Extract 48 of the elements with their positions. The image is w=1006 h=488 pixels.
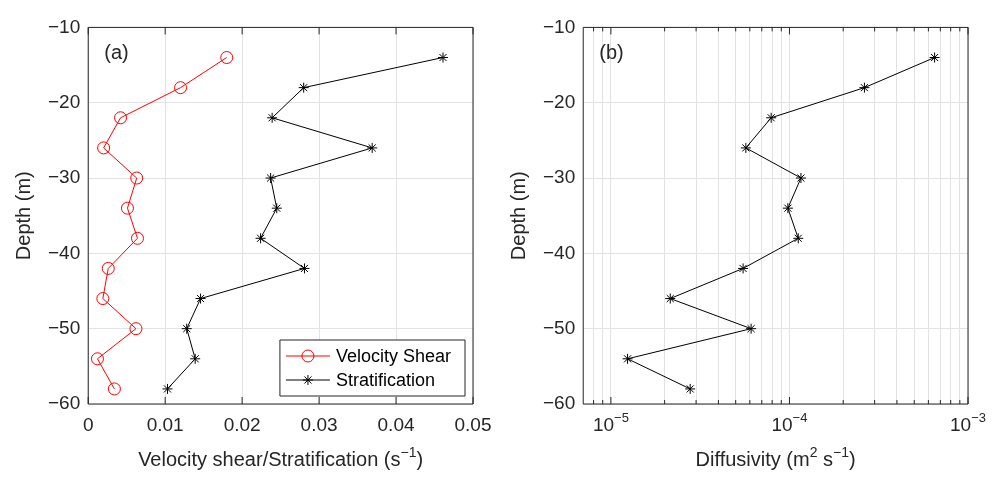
point — [161, 383, 173, 395]
point — [220, 51, 234, 65]
annotation: (b) — [599, 40, 624, 63]
annotation: (a) — [104, 40, 129, 63]
point — [195, 293, 207, 305]
legend-label: Velocity Shear — [335, 345, 452, 366]
point — [174, 81, 188, 95]
y-tick-label: −40 — [543, 241, 576, 263]
y-tick-label: −40 — [48, 241, 81, 263]
x-tick-label: 0.05 — [454, 414, 492, 435]
y-tick-label: −60 — [48, 392, 81, 414]
x-tick-label: 0.04 — [377, 414, 415, 435]
point — [298, 82, 310, 94]
y-tick-label: −10 — [48, 15, 81, 37]
point — [189, 353, 201, 365]
y-tick-label: −10 — [543, 15, 576, 37]
y-tick-label: −20 — [48, 90, 81, 112]
y-tick-label: −20 — [543, 90, 576, 112]
x-tick-label: 0.02 — [223, 414, 261, 435]
point — [114, 111, 128, 125]
point — [271, 202, 283, 214]
point — [96, 292, 110, 306]
point — [265, 172, 277, 184]
x-tick-label: 0 — [82, 414, 94, 435]
point — [181, 323, 193, 335]
y-tick-label: −50 — [543, 316, 576, 338]
y-tick-label: −30 — [543, 166, 576, 188]
y-tick-label: −30 — [48, 166, 81, 188]
point — [130, 231, 144, 245]
legend-label: Stratification — [335, 369, 435, 390]
point — [120, 201, 134, 215]
point — [90, 352, 104, 366]
point — [298, 262, 310, 274]
point — [130, 171, 144, 185]
point — [129, 322, 143, 336]
point — [366, 142, 378, 154]
point — [107, 382, 121, 396]
y-tick-label: −50 — [48, 316, 81, 338]
point — [437, 52, 449, 64]
point — [97, 141, 111, 155]
point — [266, 112, 278, 124]
y-axis-title: Depth (m) — [11, 171, 34, 261]
y-axis-title: Depth (m) — [506, 171, 529, 261]
x-tick-label: 0.03 — [300, 414, 338, 435]
x-tick-label: 0.01 — [146, 414, 184, 435]
point — [101, 261, 115, 275]
y-tick-label: −60 — [543, 392, 576, 414]
point — [255, 232, 267, 244]
